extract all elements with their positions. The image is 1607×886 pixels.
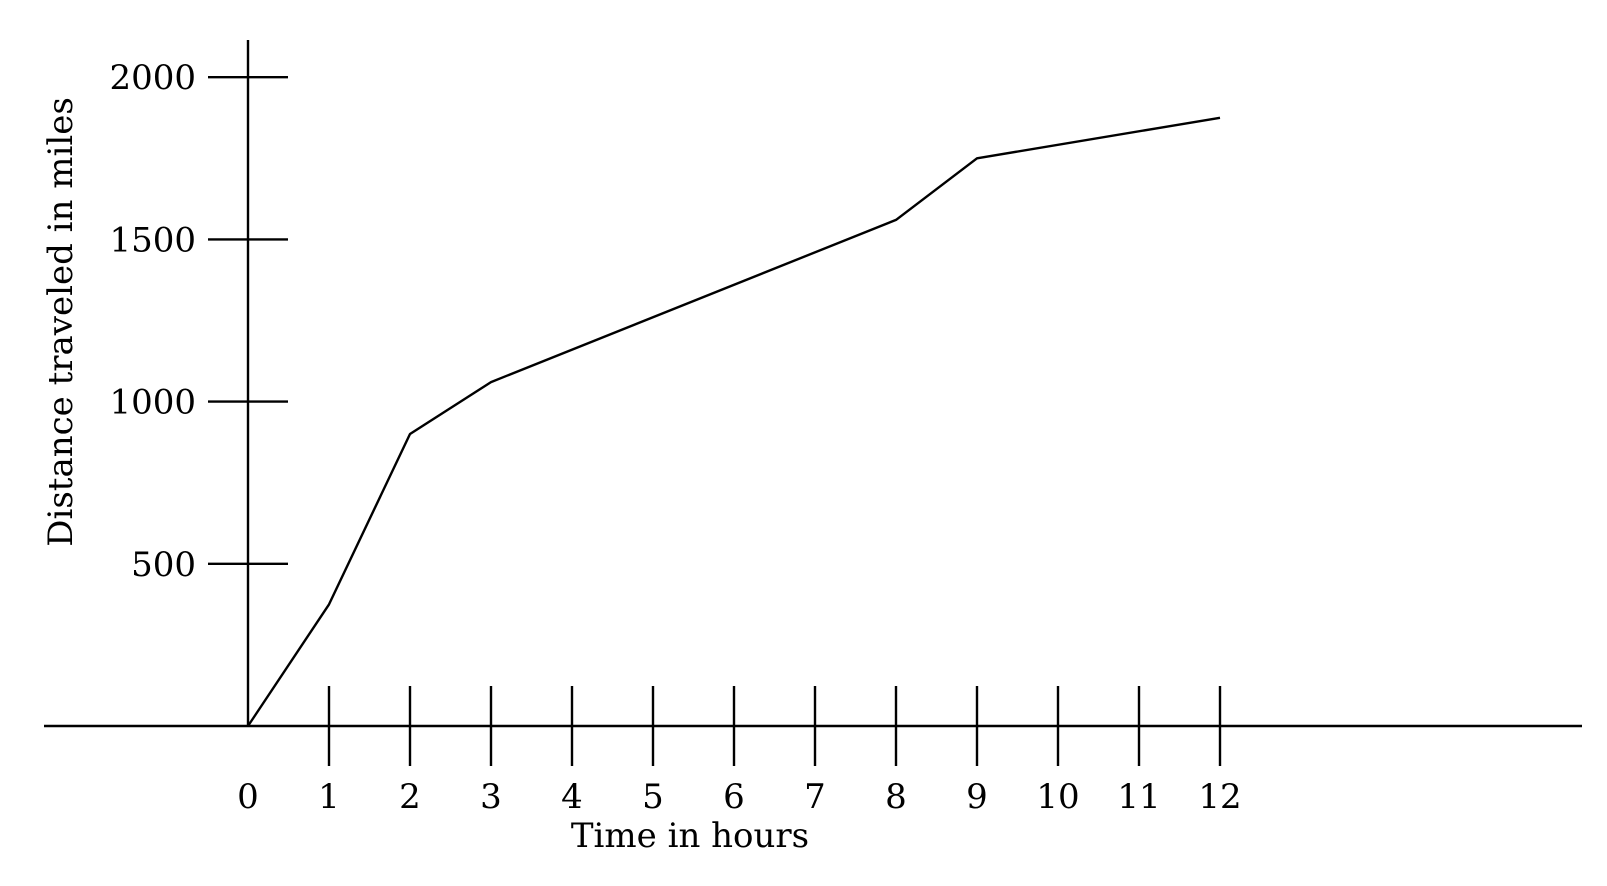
x-tick-label: 1 [318, 777, 340, 817]
y-tick-label: 1000 [109, 383, 196, 423]
x-tick-label: 0 [237, 777, 259, 817]
x-tick-group: 0 1 2 3 4 5 6 7 8 9 10 11 12 [237, 686, 1242, 817]
x-tick-label: 12 [1198, 777, 1241, 817]
x-tick-label: 9 [966, 777, 988, 817]
x-axis-label: Time in hours [571, 816, 809, 856]
y-axis-label: Distance traveled in miles [41, 97, 81, 547]
x-tick-label: 3 [480, 777, 502, 817]
x-tick-label: 11 [1117, 777, 1160, 817]
series-group [247, 116, 1221, 727]
y-tick-group: 500 1000 1500 2000 [109, 58, 288, 585]
x-tick-label: 7 [804, 777, 826, 817]
x-tick-label: 4 [561, 777, 583, 817]
x-tick-label: 5 [642, 777, 664, 817]
x-tick-label: 2 [399, 777, 421, 817]
y-tick-label: 500 [131, 545, 196, 585]
x-tick-label: 10 [1036, 777, 1079, 817]
x-tick-label: 8 [885, 777, 907, 817]
y-tick-label: 1500 [109, 220, 196, 260]
x-tick-label: 6 [723, 777, 745, 817]
distance-series-line [247, 116, 1221, 727]
y-tick-label: 2000 [109, 58, 196, 98]
